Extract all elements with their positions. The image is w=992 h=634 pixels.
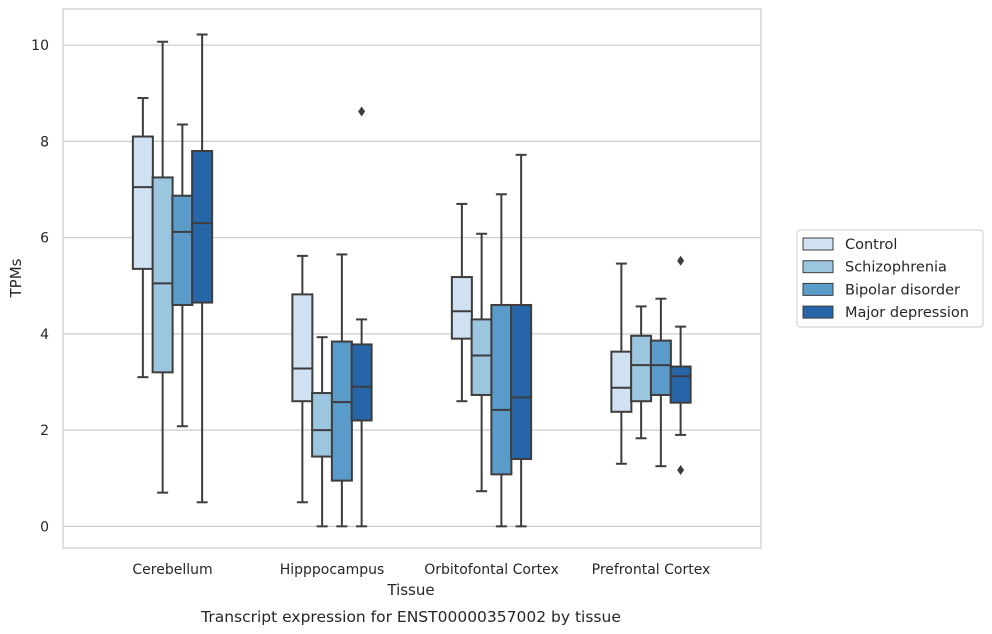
box (350, 343, 373, 422)
box-groups (131, 33, 692, 528)
box-group (311, 336, 334, 528)
box (669, 365, 692, 404)
legend: Control Schizophrenia Bipolar disorder Majo… (796, 229, 984, 328)
y-tick-label: 10 (31, 38, 49, 54)
legend-swatch (802, 305, 834, 319)
outlier-point (677, 465, 685, 476)
y-axis-label: TPMs (7, 258, 25, 298)
box (330, 340, 353, 482)
box-group (450, 202, 473, 403)
x-axis-label: Tissue (386, 581, 434, 599)
legend-swatch (802, 282, 834, 296)
box-group (350, 106, 373, 528)
box (151, 176, 174, 374)
x-tick-label: Hipppocampus (280, 562, 385, 578)
x-axis-ticks: Cerebellum Hipppocampus Orbitofontal Corte… (132, 562, 710, 578)
box (311, 392, 334, 458)
box (191, 149, 214, 304)
y-axis-ticks: 0 2 4 6 8 10 (31, 38, 49, 535)
y-tick-label: 8 (40, 134, 49, 150)
y-tick-label: 0 (40, 519, 49, 535)
box (610, 350, 633, 413)
box (490, 303, 513, 476)
legend-items: Control Schizophrenia Bipolar disorder Majo… (802, 237, 969, 321)
box-group (191, 33, 214, 504)
chart-caption: Transcript expression for ENST0000035700… (200, 608, 621, 626)
legend-label: Schizophrenia (845, 260, 947, 276)
box-group (510, 153, 533, 528)
box (450, 276, 473, 340)
outlier-point (358, 106, 366, 117)
outlier-point (677, 255, 685, 266)
legend-swatch (802, 260, 834, 274)
box (470, 318, 493, 396)
x-tick-label: Orbitofontal Cortex (424, 562, 559, 578)
box-group (151, 40, 174, 494)
plot-frame (62, 8, 762, 549)
legend-label: Major depression (845, 305, 969, 321)
box (630, 334, 653, 403)
box (291, 293, 314, 403)
legend-frame (796, 229, 984, 328)
y-tick-label: 2 (40, 423, 49, 439)
box-group (330, 253, 353, 528)
y-tick-label: 6 (40, 231, 49, 247)
x-tick-label: Cerebellum (132, 562, 212, 578)
box-group (131, 97, 154, 379)
legend-label: Bipolar disorder (845, 282, 960, 298)
x-tick-label: Prefrontal Cortex (592, 562, 711, 578)
box (131, 135, 154, 270)
box (171, 194, 194, 306)
box (510, 303, 533, 460)
legend-label: Control (845, 237, 897, 253)
box-group (291, 254, 314, 504)
legend-swatch (802, 237, 834, 251)
y-tick-label: 4 (40, 327, 49, 343)
box-group (669, 255, 692, 476)
box (649, 339, 672, 396)
